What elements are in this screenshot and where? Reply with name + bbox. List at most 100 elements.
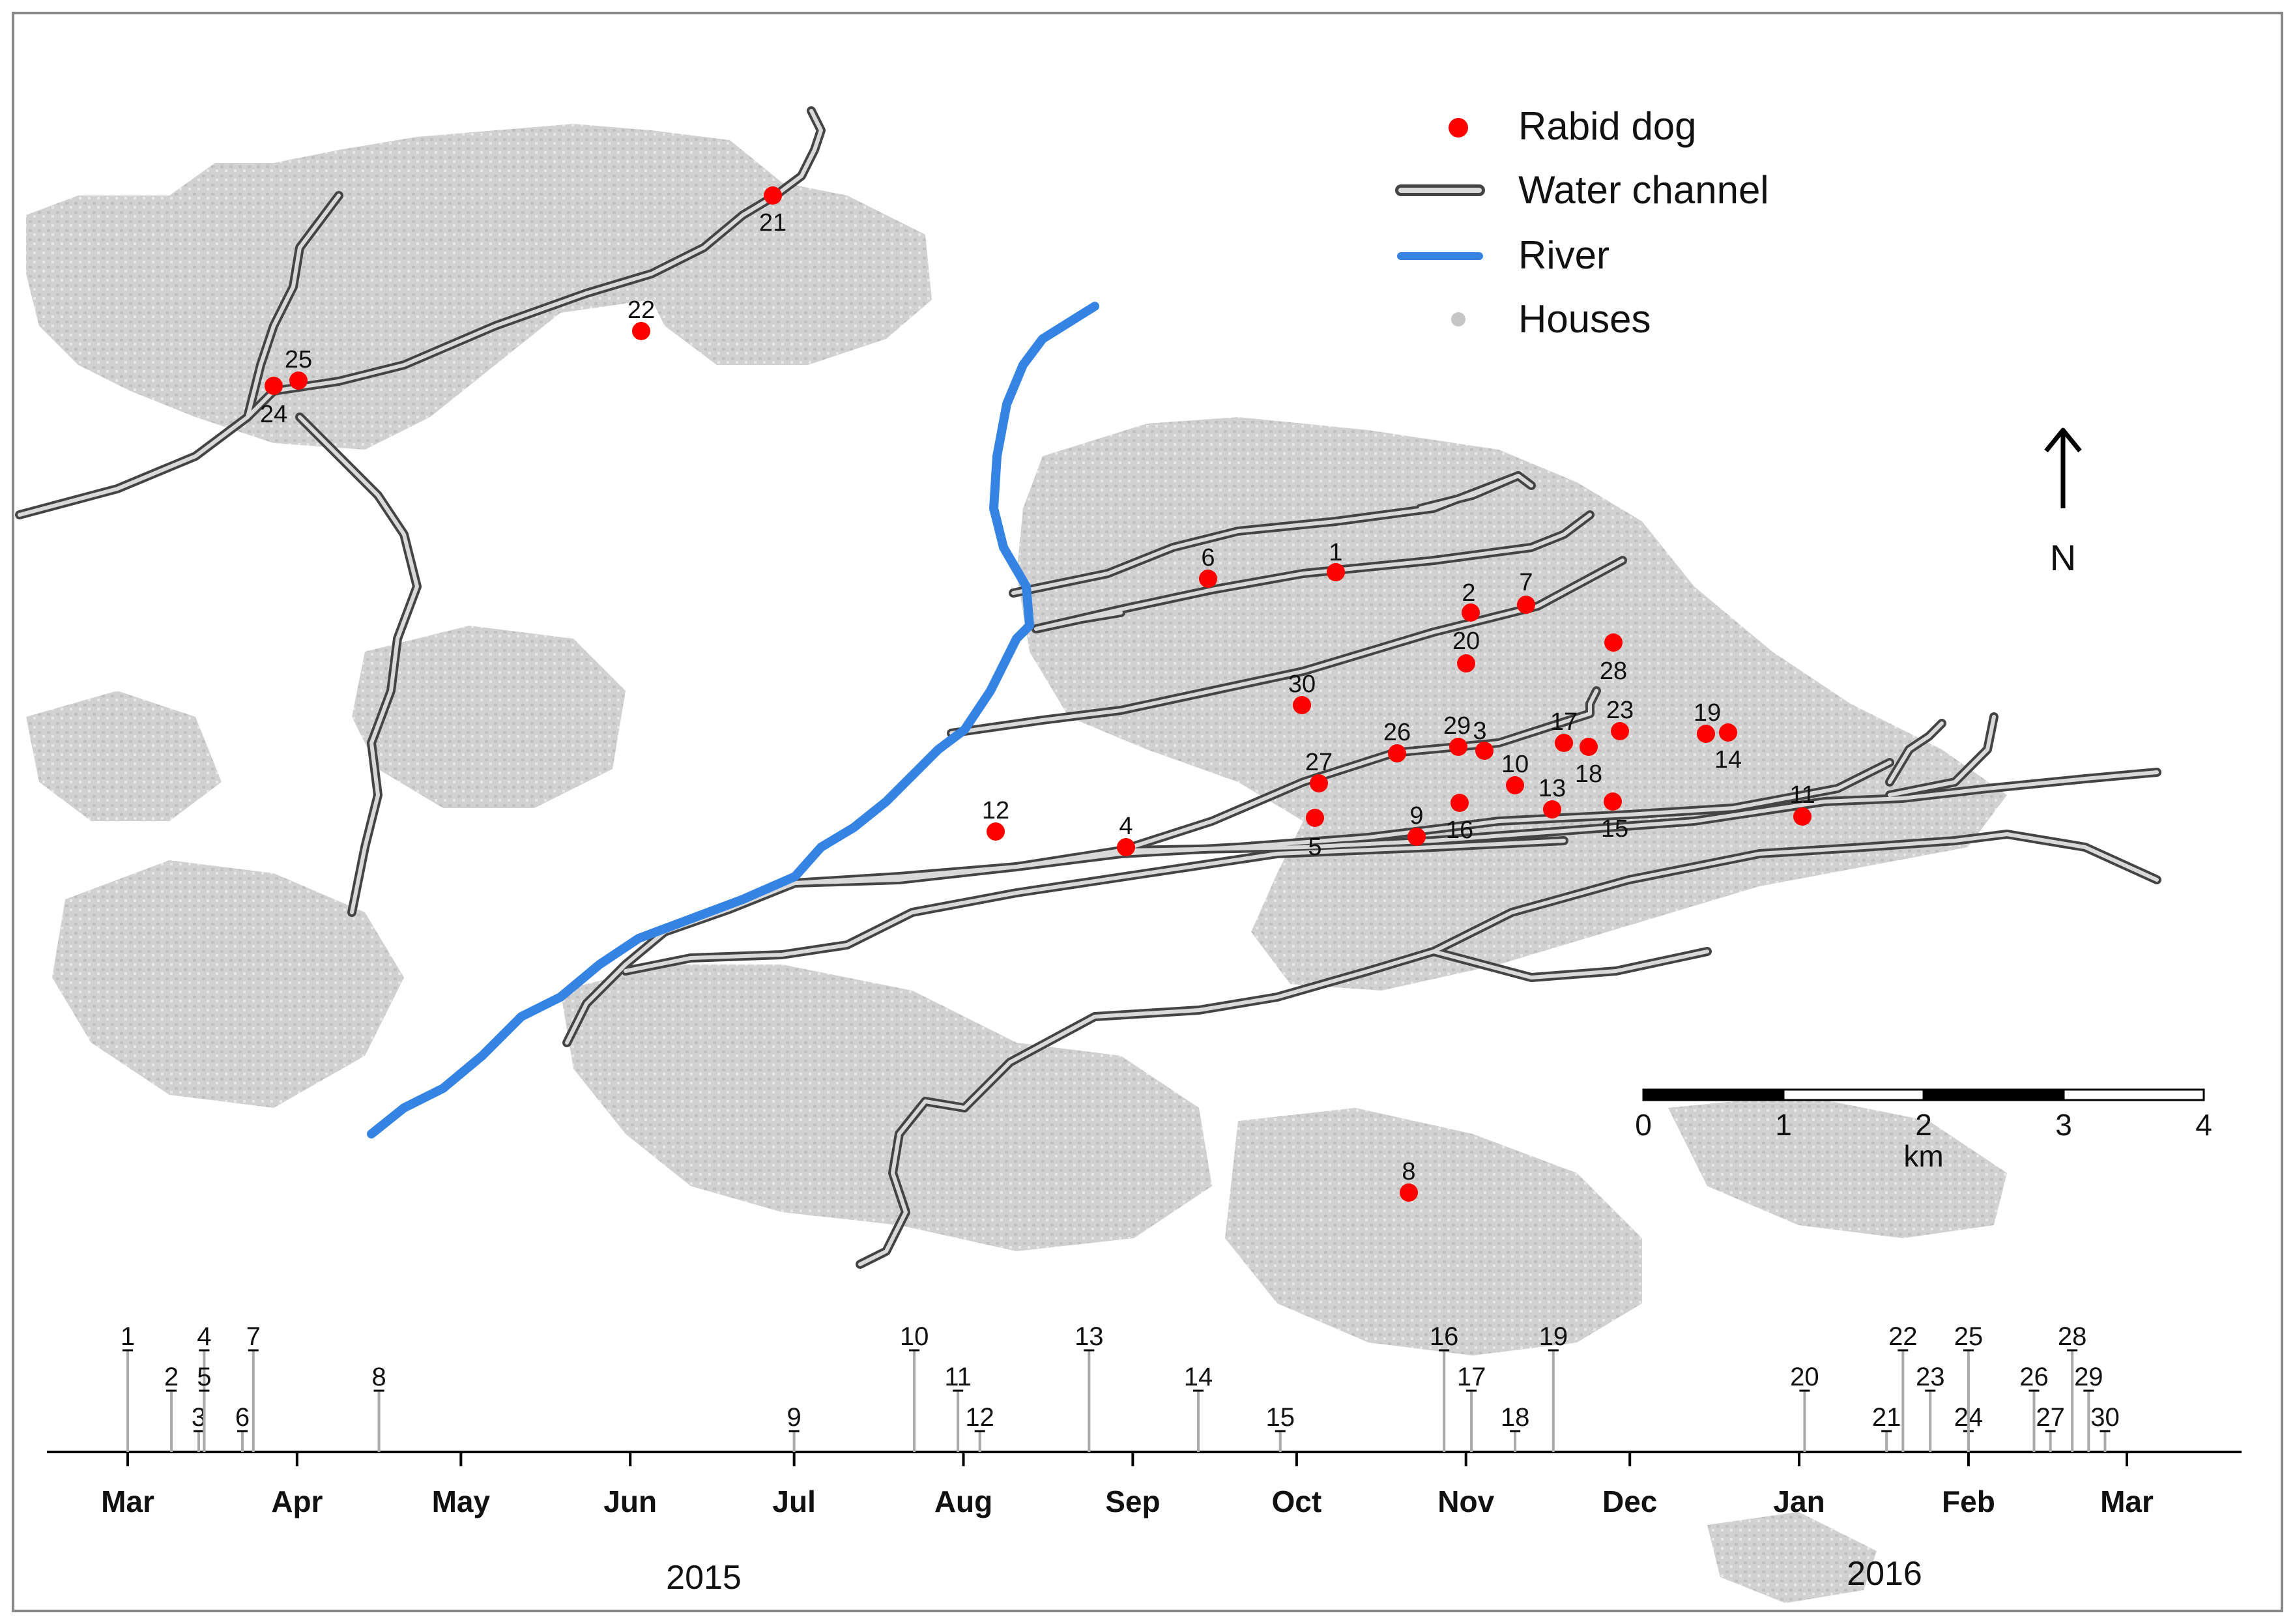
legend-label-houses: Houses: [1518, 297, 1651, 341]
dog-marker-20: [1457, 654, 1475, 673]
timeline-event-label: 5: [197, 1363, 211, 1391]
dog-marker-17: [1555, 734, 1573, 752]
north-arrow-head: [2044, 428, 2082, 453]
dog-label-1: 1: [1329, 539, 1342, 566]
water-channels: [15, 106, 2161, 1269]
north-arrow: N: [2044, 428, 2082, 578]
dog-marker-7: [1517, 596, 1535, 614]
scale-segment-0-1: [1642, 1088, 1785, 1101]
dog-label-24: 24: [260, 401, 287, 428]
month-label: Oct: [1272, 1485, 1322, 1518]
legend-label-water-channel: Water channel: [1518, 168, 1769, 212]
dog-label-21: 21: [759, 209, 787, 237]
dog-marker-30: [1293, 696, 1311, 714]
dog-marker-8: [1400, 1183, 1418, 1202]
settlement-south: [1225, 1108, 1642, 1356]
dog-label-2: 2: [1462, 579, 1475, 607]
month-label: Nov: [1437, 1485, 1494, 1518]
timeline-event-label: 11: [944, 1363, 972, 1391]
month-label: Aug: [934, 1485, 992, 1518]
timeline-event-label: 12: [965, 1403, 994, 1432]
settlement-bottom-right: [1707, 1512, 1877, 1603]
timeline-event-label: 30: [2090, 1403, 2120, 1432]
dog-label-29: 29: [1443, 712, 1471, 740]
dog-marker-22: [632, 322, 650, 340]
legend-label-rabid-dog: Rabid dog: [1518, 104, 1697, 148]
dog-marker-4: [1117, 838, 1135, 856]
timeline-event-label: 14: [1184, 1363, 1213, 1391]
settlement-west-mid: [352, 626, 626, 808]
month-label: Mar: [2100, 1485, 2154, 1518]
timeline-event-label: 2: [164, 1363, 179, 1391]
dog-marker-16: [1451, 794, 1469, 812]
dog-label-9: 9: [1409, 802, 1423, 830]
dog-marker-2: [1462, 603, 1480, 622]
dog-marker-11: [1793, 807, 1811, 826]
water-channel-fill: [18, 109, 2159, 1266]
dog-marker-27: [1310, 774, 1328, 792]
timeline-event-label: 4: [197, 1322, 211, 1351]
dog-marker-3: [1475, 742, 1494, 760]
dog-marker-29: [1449, 738, 1467, 756]
north-label: N: [2050, 537, 2076, 578]
timeline-event-label: 20: [1790, 1363, 1819, 1391]
dog-marker-13: [1543, 800, 1561, 819]
timeline-event-label: 23: [1916, 1363, 1945, 1391]
timeline-event-label: 28: [2058, 1322, 2087, 1351]
timeline-months: Mar Apr May Jun Jul Aug Sep Oct Nov Dec Jan Feb Mar: [101, 1452, 2154, 1518]
scale-tick-2: 2: [1915, 1108, 1932, 1142]
timeline-event-label: 26: [2019, 1363, 2049, 1391]
settlement-central: [560, 964, 1212, 1251]
settlement-north-strip: [639, 176, 932, 365]
dog-label-28: 28: [1600, 658, 1627, 685]
legend: Rabid dog Water channel River Houses: [1395, 104, 1769, 341]
timeline-event-label: 8: [371, 1363, 386, 1391]
settlement-south-east: [1668, 1095, 2007, 1238]
month-label: Apr: [271, 1485, 323, 1518]
dog-marker-1: [1327, 563, 1345, 581]
dog-label-14: 14: [1714, 746, 1742, 774]
dog-label-11: 11: [1789, 781, 1815, 809]
settlement-west-lower: [26, 691, 222, 821]
dog-label-17: 17: [1550, 708, 1578, 736]
river: [367, 302, 1099, 1138]
timeline-event-label: 27: [2036, 1403, 2065, 1432]
legend-label-river: River: [1518, 233, 1609, 277]
dog-label-18: 18: [1575, 761, 1602, 788]
dog-label-16: 16: [1446, 817, 1473, 844]
dog-label-10: 10: [1501, 751, 1529, 778]
dog-marker-6: [1199, 570, 1217, 588]
scale-segment-2-3: [1922, 1088, 2065, 1101]
timeline-event-label: 25: [1954, 1322, 1984, 1351]
dog-label-12: 12: [982, 797, 1009, 824]
dog-marker-12: [987, 822, 1005, 841]
month-label: Feb: [1942, 1485, 1995, 1518]
timeline-event-label: 10: [900, 1322, 929, 1351]
dog-marker-21: [764, 186, 782, 205]
month-label: Jan: [1773, 1485, 1825, 1518]
timeline-event-label: 6: [235, 1403, 250, 1432]
timeline-event-label: 29: [2074, 1363, 2103, 1391]
timeline-event-label: 15: [1265, 1403, 1295, 1432]
scale-unit: km: [1903, 1139, 1943, 1173]
dog-label-22: 22: [628, 297, 655, 324]
timeline-event-label: 9: [787, 1403, 801, 1432]
dog-label-27: 27: [1305, 749, 1333, 776]
scale-bar: 0 1 2 3 4 km: [1635, 1088, 2212, 1173]
dog-marker-24: [265, 377, 283, 395]
month-label: May: [432, 1485, 491, 1518]
dog-marker-5: [1306, 809, 1324, 827]
dog-marker-23: [1611, 722, 1629, 740]
scale-tick-0: 0: [1635, 1108, 1652, 1142]
dog-marker-9: [1407, 828, 1426, 846]
month-label: Dec: [1602, 1485, 1657, 1518]
dog-label-4: 4: [1119, 813, 1133, 840]
dog-marker-19: [1697, 725, 1715, 743]
dog-label-5: 5: [1308, 834, 1321, 861]
dog-label-23: 23: [1606, 697, 1634, 724]
dog-label-13: 13: [1538, 775, 1566, 802]
timeline-event-label: 3: [192, 1403, 206, 1432]
timeline-events: 1234567891011121314151617181920212223242…: [121, 1322, 2120, 1452]
legend-dog-marker: [1449, 118, 1468, 138]
